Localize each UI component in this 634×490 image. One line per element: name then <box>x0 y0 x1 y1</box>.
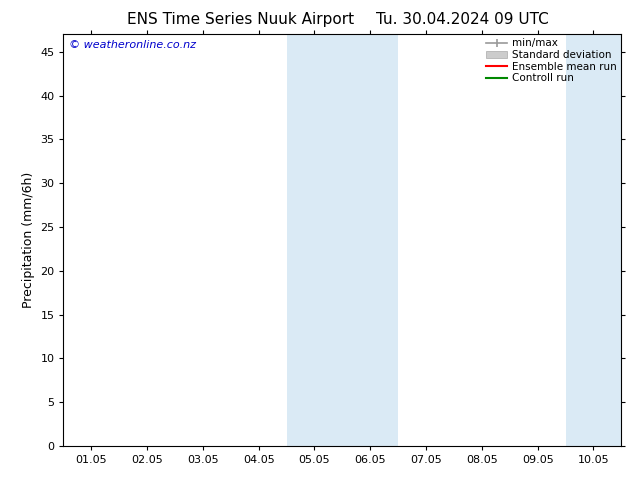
Legend: min/max, Standard deviation, Ensemble mean run, Controll run: min/max, Standard deviation, Ensemble me… <box>484 36 619 85</box>
Text: Tu. 30.04.2024 09 UTC: Tu. 30.04.2024 09 UTC <box>377 12 549 27</box>
Bar <box>566 34 621 446</box>
Bar <box>287 34 342 446</box>
Text: © weatheronline.co.nz: © weatheronline.co.nz <box>69 41 196 50</box>
Bar <box>342 34 398 446</box>
Y-axis label: Precipitation (mm/6h): Precipitation (mm/6h) <box>22 172 35 308</box>
Text: ENS Time Series Nuuk Airport: ENS Time Series Nuuk Airport <box>127 12 354 27</box>
